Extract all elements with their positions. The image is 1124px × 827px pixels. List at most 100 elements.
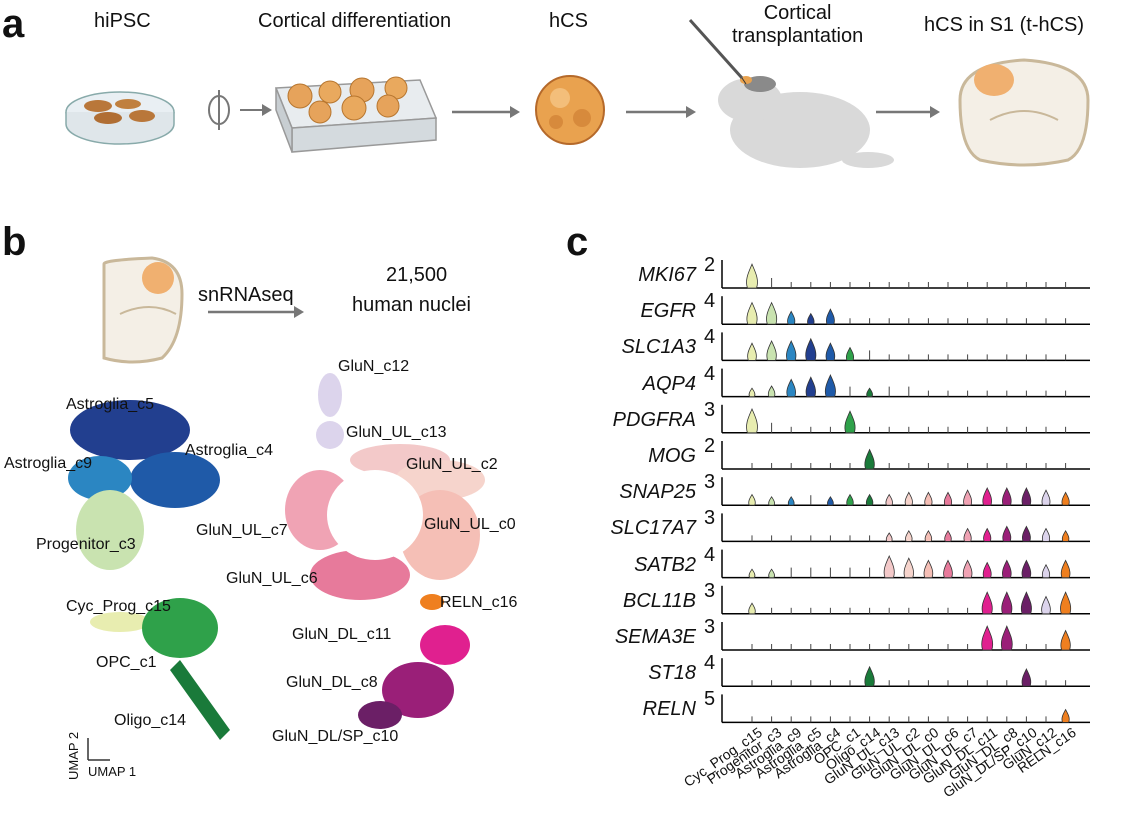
- violin-mark: [827, 496, 834, 506]
- gene-ymax: 4: [704, 290, 716, 313]
- organoid-icon: [535, 75, 605, 145]
- violin-mark: [766, 301, 778, 325]
- gene-ymax: 3: [704, 398, 716, 421]
- step-label-hcs: hCS: [549, 10, 588, 32]
- violin-mark: [1060, 629, 1071, 651]
- gene-label: SLC17A7: [610, 517, 696, 540]
- violin-mark: [768, 496, 775, 506]
- violin-mark: [824, 373, 836, 397]
- violin-mark: [1060, 591, 1072, 615]
- cluster-glun-ul-c6: [310, 550, 410, 600]
- brain-section-icon: [958, 58, 1090, 167]
- violin-mark: [787, 310, 796, 325]
- gene-ymax: 3: [704, 507, 716, 530]
- violin-mark: [1021, 487, 1032, 506]
- cluster-glun-c12: [318, 373, 342, 417]
- cluster-label-glun-ul-c6: GluN_UL_c6: [226, 570, 318, 587]
- rotate-arrow-icon: [208, 90, 272, 130]
- gene-ymax: 4: [704, 362, 716, 385]
- cluster-label-oligo-c14: Oligo_c14: [114, 712, 187, 729]
- method-label: snRNAseq: [198, 284, 294, 306]
- violin-mark: [944, 529, 952, 542]
- violin-mark: [924, 529, 933, 542]
- nuclei-count-label: human nuclei: [352, 294, 471, 316]
- violin-mark: [963, 527, 972, 542]
- violin-mark: [1020, 591, 1032, 615]
- violin-mark: [746, 407, 758, 434]
- panel-letter-a: a: [2, 2, 25, 46]
- umap-axis-x: UMAP 1: [88, 764, 137, 779]
- gene-label: SATB2: [634, 553, 696, 576]
- violin-mark: [805, 337, 817, 361]
- cluster-label-progenitor-c3: Progenitor_c3: [36, 536, 136, 553]
- gene-ymax: 4: [704, 326, 716, 349]
- violin-mark: [1041, 527, 1051, 542]
- gene-label: SEMA3E: [614, 626, 696, 648]
- process-arrows: [452, 106, 940, 118]
- petri-dish-icon: [65, 91, 175, 145]
- violin-mark: [943, 491, 953, 506]
- umap-clusters: [68, 373, 485, 740]
- brain-section-icon: [102, 256, 184, 364]
- violin-mark: [864, 665, 875, 687]
- culture-plate-icon: [274, 76, 438, 153]
- violin-mark: [981, 625, 994, 651]
- gene-ymax: 4: [704, 543, 716, 566]
- violin-mark: [1061, 529, 1070, 542]
- cluster-label-glun-ul-c0: GluN_UL_c0: [424, 516, 516, 533]
- violin-mark: [787, 496, 795, 506]
- violin-mark: [748, 493, 756, 506]
- violin-mark: [1041, 563, 1051, 578]
- cluster-label-reln-c16: RELN_c16: [440, 594, 518, 611]
- violin-mark: [982, 487, 992, 506]
- violin-mark: [1002, 487, 1012, 506]
- violin-mark: [748, 387, 756, 397]
- gene-label: RELN: [642, 698, 696, 721]
- gene-ymax: 3: [704, 471, 716, 494]
- violin-mark: [844, 410, 856, 434]
- cluster-cyc-prog-c15: [90, 612, 150, 632]
- violin-mark: [1021, 525, 1031, 542]
- gene-ymax: 2: [704, 254, 716, 276]
- violin-mark: [748, 602, 756, 615]
- rat-icon: [688, 18, 894, 168]
- cluster-glun-dl-c8: [382, 662, 454, 718]
- violin-mark: [963, 489, 973, 506]
- cluster-astroglia-c5: [70, 400, 190, 460]
- cluster-reln-c16: [420, 594, 444, 610]
- cluster-oligo-c14: [170, 660, 230, 740]
- violin-mark: [825, 308, 835, 325]
- violin-mark: [846, 493, 854, 506]
- cluster-label-astroglia-c5: Astroglia_c5: [66, 396, 155, 413]
- step-label-cortical-differentiation: Cortical differentiation: [258, 10, 452, 32]
- violin-mark: [866, 387, 873, 397]
- violin-mark: [1041, 595, 1051, 615]
- violin-mark: [865, 493, 874, 506]
- violin-mark: [786, 340, 797, 361]
- cluster-astroglia-c9: [68, 456, 132, 500]
- cluster-label-glun-dl-c8: GluN_DL_c8: [286, 674, 378, 691]
- violin-mark: [923, 559, 934, 578]
- violin-mark: [981, 591, 993, 615]
- violin-mark: [1002, 525, 1012, 542]
- violin-mark: [1021, 559, 1032, 578]
- violin-mark: [924, 491, 933, 506]
- violin-mark: [747, 342, 757, 361]
- cluster-opc-c1: [142, 598, 218, 658]
- gene-label: AQP4: [642, 372, 696, 395]
- gene-label: SLC1A3: [621, 336, 697, 359]
- cluster-label-glun-ul-c13: GluN_UL_c13: [346, 424, 447, 441]
- violin-mark: [962, 559, 973, 578]
- violin-mark: [766, 340, 777, 361]
- violin-mark: [786, 378, 796, 397]
- panel-b-header: [102, 256, 304, 364]
- violin-mark: [885, 493, 893, 506]
- violin-mark: [883, 554, 895, 578]
- cluster-label-glun-ul-c7: GluN_UL_c7: [196, 522, 288, 539]
- violin-mark: [905, 529, 913, 542]
- gene-ymax: 5: [704, 688, 716, 711]
- violin-mark: [885, 532, 893, 542]
- gene-label: PDGFRA: [612, 408, 696, 431]
- violin-mark: [1000, 625, 1013, 651]
